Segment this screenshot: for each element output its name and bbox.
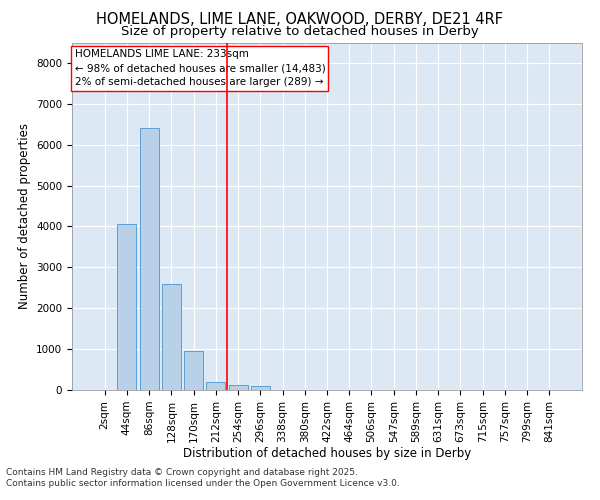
X-axis label: Distribution of detached houses by size in Derby: Distribution of detached houses by size … xyxy=(183,448,471,460)
Bar xyxy=(206,382,225,390)
Text: HOMELANDS LIME LANE: 233sqm
← 98% of detached houses are smaller (14,483)
2% of : HOMELANDS LIME LANE: 233sqm ← 98% of det… xyxy=(74,50,325,88)
Bar xyxy=(251,386,270,390)
Bar xyxy=(162,284,181,390)
Text: Contains HM Land Registry data © Crown copyright and database right 2025.
Contai: Contains HM Land Registry data © Crown c… xyxy=(6,468,400,487)
Bar xyxy=(184,351,203,390)
Text: HOMELANDS, LIME LANE, OAKWOOD, DERBY, DE21 4RF: HOMELANDS, LIME LANE, OAKWOOD, DERBY, DE… xyxy=(97,12,503,28)
Bar xyxy=(118,224,136,390)
Y-axis label: Number of detached properties: Number of detached properties xyxy=(17,123,31,309)
Bar xyxy=(229,385,248,390)
Bar xyxy=(140,128,158,390)
Text: Size of property relative to detached houses in Derby: Size of property relative to detached ho… xyxy=(121,25,479,38)
